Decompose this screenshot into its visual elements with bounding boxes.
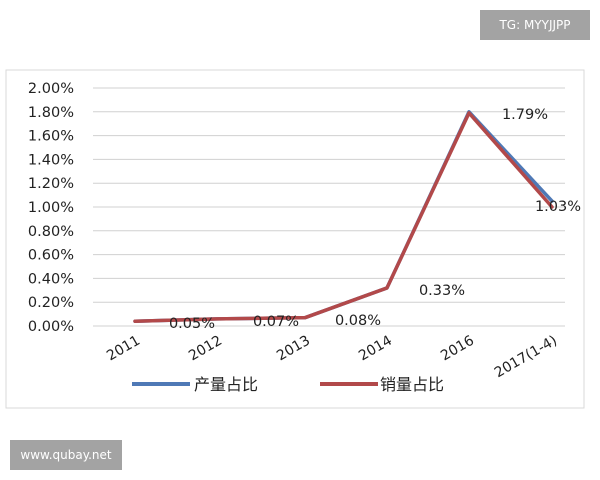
data-label: 0.05%	[169, 316, 215, 332]
y-axis-tick-labels: 0.00% 0.20% 0.40% 0.60% 0.80% 1.00% 1.20% 1.40%…	[28, 81, 74, 335]
y-tick-label: 0.00%	[28, 319, 74, 335]
chart-frame	[5, 69, 585, 409]
y-tick-label: 0.60%	[28, 248, 74, 264]
series-line-1	[133, 111, 554, 323]
y-tick-label: 0.80%	[28, 224, 74, 240]
data-label: 1.03%	[535, 199, 581, 215]
data-label: 0.08%	[335, 313, 381, 329]
y-tick-label: 0.20%	[28, 295, 74, 311]
legend: 产量占比 销量占比	[132, 375, 444, 394]
watermark-badge-bottom: www.qubay.net	[10, 440, 122, 470]
y-tick-label: 1.00%	[28, 200, 74, 216]
data-label: 0.33%	[419, 283, 465, 299]
data-labels: 0.05% 0.07% 0.08% 0.33% 1.79% 1.03%	[169, 107, 581, 332]
series-lines	[133, 110, 554, 323]
y-tick-label: 1.60%	[28, 129, 74, 145]
y-tick-label: 2.00%	[28, 81, 74, 97]
watermark-badge-top: TG: MYYJJPP	[480, 10, 590, 40]
y-tick-label: 0.40%	[28, 271, 74, 287]
legend-label-0: 产量占比	[194, 375, 258, 394]
y-tick-label: 1.40%	[28, 152, 74, 168]
data-label: 0.07%	[253, 314, 299, 330]
y-tick-label: 1.80%	[28, 105, 74, 121]
legend-label-1: 销量占比	[380, 375, 444, 394]
data-label: 1.79%	[502, 107, 548, 123]
gridlines	[93, 87, 565, 327]
y-tick-label: 1.20%	[28, 176, 74, 192]
